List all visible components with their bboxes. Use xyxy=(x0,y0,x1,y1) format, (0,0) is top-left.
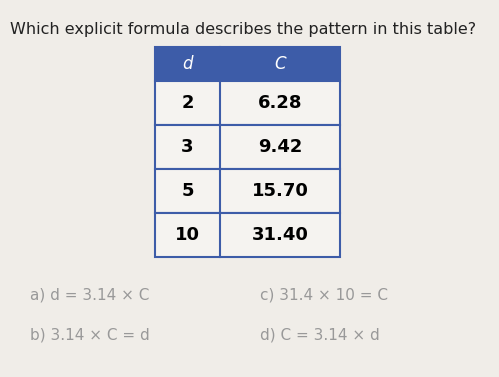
FancyBboxPatch shape xyxy=(155,81,340,125)
Text: C: C xyxy=(274,55,286,73)
FancyBboxPatch shape xyxy=(155,169,340,213)
Text: c) 31.4 × 10 = C: c) 31.4 × 10 = C xyxy=(260,288,388,302)
Text: a) d = 3.14 × C: a) d = 3.14 × C xyxy=(30,288,149,302)
Text: 6.28: 6.28 xyxy=(258,94,302,112)
Text: d: d xyxy=(182,55,193,73)
Text: 15.70: 15.70 xyxy=(251,182,308,200)
Text: 2: 2 xyxy=(181,94,194,112)
Text: b) 3.14 × C = d: b) 3.14 × C = d xyxy=(30,328,150,342)
FancyBboxPatch shape xyxy=(155,125,340,169)
Text: d) C = 3.14 × d: d) C = 3.14 × d xyxy=(260,328,380,342)
FancyBboxPatch shape xyxy=(155,47,340,81)
Text: Which explicit formula describes the pattern in this table?: Which explicit formula describes the pat… xyxy=(10,22,476,37)
Text: 3: 3 xyxy=(181,138,194,156)
Text: 10: 10 xyxy=(175,226,200,244)
Text: 9.42: 9.42 xyxy=(258,138,302,156)
Text: 5: 5 xyxy=(181,182,194,200)
Text: 31.40: 31.40 xyxy=(251,226,308,244)
FancyBboxPatch shape xyxy=(155,213,340,257)
